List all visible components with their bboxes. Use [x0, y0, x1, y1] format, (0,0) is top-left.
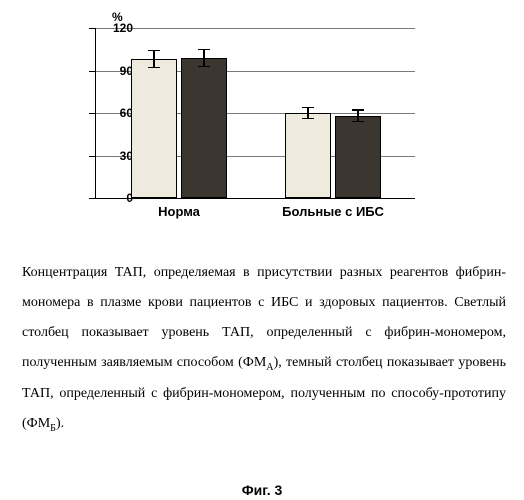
error-cap: [302, 118, 314, 120]
gridline: [95, 28, 415, 29]
gridline: [95, 198, 415, 199]
plot: 0306090120: [95, 28, 415, 198]
bar-light: [131, 59, 177, 198]
y-axis: [95, 28, 96, 198]
error-cap: [148, 50, 160, 52]
error-cap: [352, 109, 364, 111]
bar-light: [285, 113, 331, 198]
error-cap: [302, 107, 314, 109]
error-cap: [198, 49, 210, 51]
error-cap: [148, 67, 160, 69]
chart-area: % 0306090120 НормаБольные с ИБС: [50, 10, 470, 240]
bar-dark: [181, 58, 227, 198]
error-bar: [203, 49, 205, 66]
caption: Концентрация ТАП, определяемая в присутс…: [22, 258, 506, 439]
y-tick: [89, 198, 95, 199]
error-cap: [198, 66, 210, 68]
caption-part3: ).: [56, 416, 64, 431]
bar-dark: [335, 116, 381, 198]
category-label: Норма: [119, 204, 239, 219]
y-tick-label: 120: [113, 21, 133, 35]
figure-label: Фиг. 3: [0, 482, 524, 498]
caption-sub-a: А: [266, 362, 273, 373]
error-bar: [153, 51, 155, 68]
error-cap: [352, 121, 364, 123]
category-label: Больные с ИБС: [273, 204, 393, 219]
